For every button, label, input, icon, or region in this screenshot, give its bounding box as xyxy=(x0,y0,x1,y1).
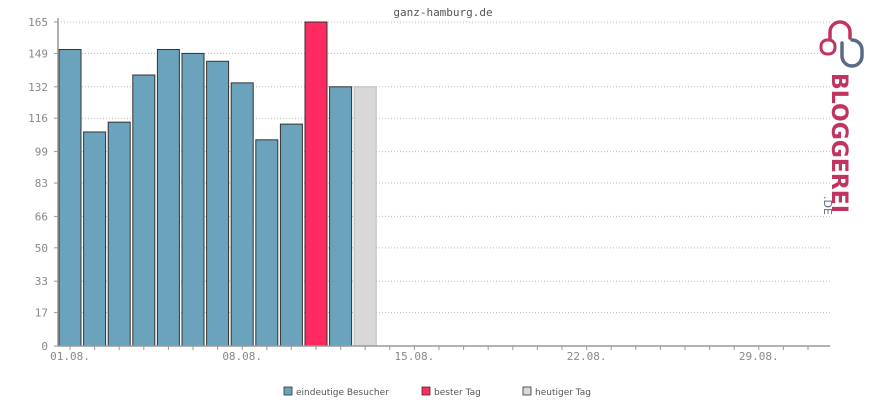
y-tick-label: 17 xyxy=(35,307,48,320)
bar-09.08. xyxy=(255,139,279,347)
bar-01.08. xyxy=(58,48,82,347)
legend-label-best: bester Tag xyxy=(434,388,481,398)
bar-04.08. xyxy=(132,74,156,347)
bars xyxy=(58,21,377,347)
bar-02.08. xyxy=(83,131,107,347)
bar-06.08. xyxy=(181,52,205,347)
logo-text-main: BLOGGEREI xyxy=(826,73,851,213)
y-tick-label: 165 xyxy=(28,16,48,29)
bar-10.08. xyxy=(279,123,303,347)
y-tick-label: 149 xyxy=(28,47,48,60)
legend-swatch-today xyxy=(522,386,532,396)
y-tick-label: 116 xyxy=(28,112,48,125)
bar-07.08. xyxy=(206,60,230,347)
axes xyxy=(54,18,830,350)
legend-swatch-best xyxy=(421,386,431,396)
x-tick-label: 08.08. xyxy=(222,350,262,363)
legend-swatch-visitors xyxy=(283,386,293,396)
y-tick-label: 99 xyxy=(35,146,48,159)
chart-title: ganz-hamburg.de xyxy=(393,6,492,19)
y-tick-label: 66 xyxy=(35,210,48,223)
logo-mark-icon xyxy=(819,20,864,68)
bar-08.08. xyxy=(230,82,254,347)
x-tick-label: 01.08. xyxy=(50,350,90,363)
x-tick-label: 22.08. xyxy=(567,350,607,363)
y-tick-label: 33 xyxy=(35,275,48,288)
bar-11.08. xyxy=(304,21,328,347)
y-tick-label: 50 xyxy=(35,242,48,255)
legend-label-visitors: eindeutige Besucher xyxy=(296,388,389,398)
x-tick-label: 29.08. xyxy=(739,350,779,363)
bar-05.08. xyxy=(156,48,180,347)
x-tick-label: 15.08. xyxy=(395,350,435,363)
y-tick-label: 132 xyxy=(28,81,48,94)
bloggerei-logo: BLOGGEREI .DE xyxy=(819,20,864,215)
bar-12.08. xyxy=(329,86,353,347)
y-tick-labels: 0 17 33 50 66 83 99 116 132 149 165 xyxy=(28,16,48,353)
x-tick-labels: 01.08. 08.08. 15.08. 22.08. 29.08. xyxy=(50,350,779,363)
bar-03.08. xyxy=(107,121,131,347)
y-tick-label: 83 xyxy=(35,177,48,190)
logo-text-suffix: .DE xyxy=(821,196,834,215)
bar-13.08. xyxy=(353,86,377,347)
legend: eindeutige Besucher bester Tag heutiger Ta… xyxy=(283,386,591,398)
legend-label-today: heutiger Tag xyxy=(535,388,591,398)
y-tick-label: 0 xyxy=(41,340,48,353)
